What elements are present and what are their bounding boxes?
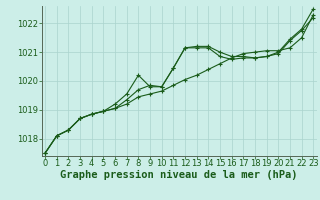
X-axis label: Graphe pression niveau de la mer (hPa): Graphe pression niveau de la mer (hPa) (60, 170, 298, 180)
